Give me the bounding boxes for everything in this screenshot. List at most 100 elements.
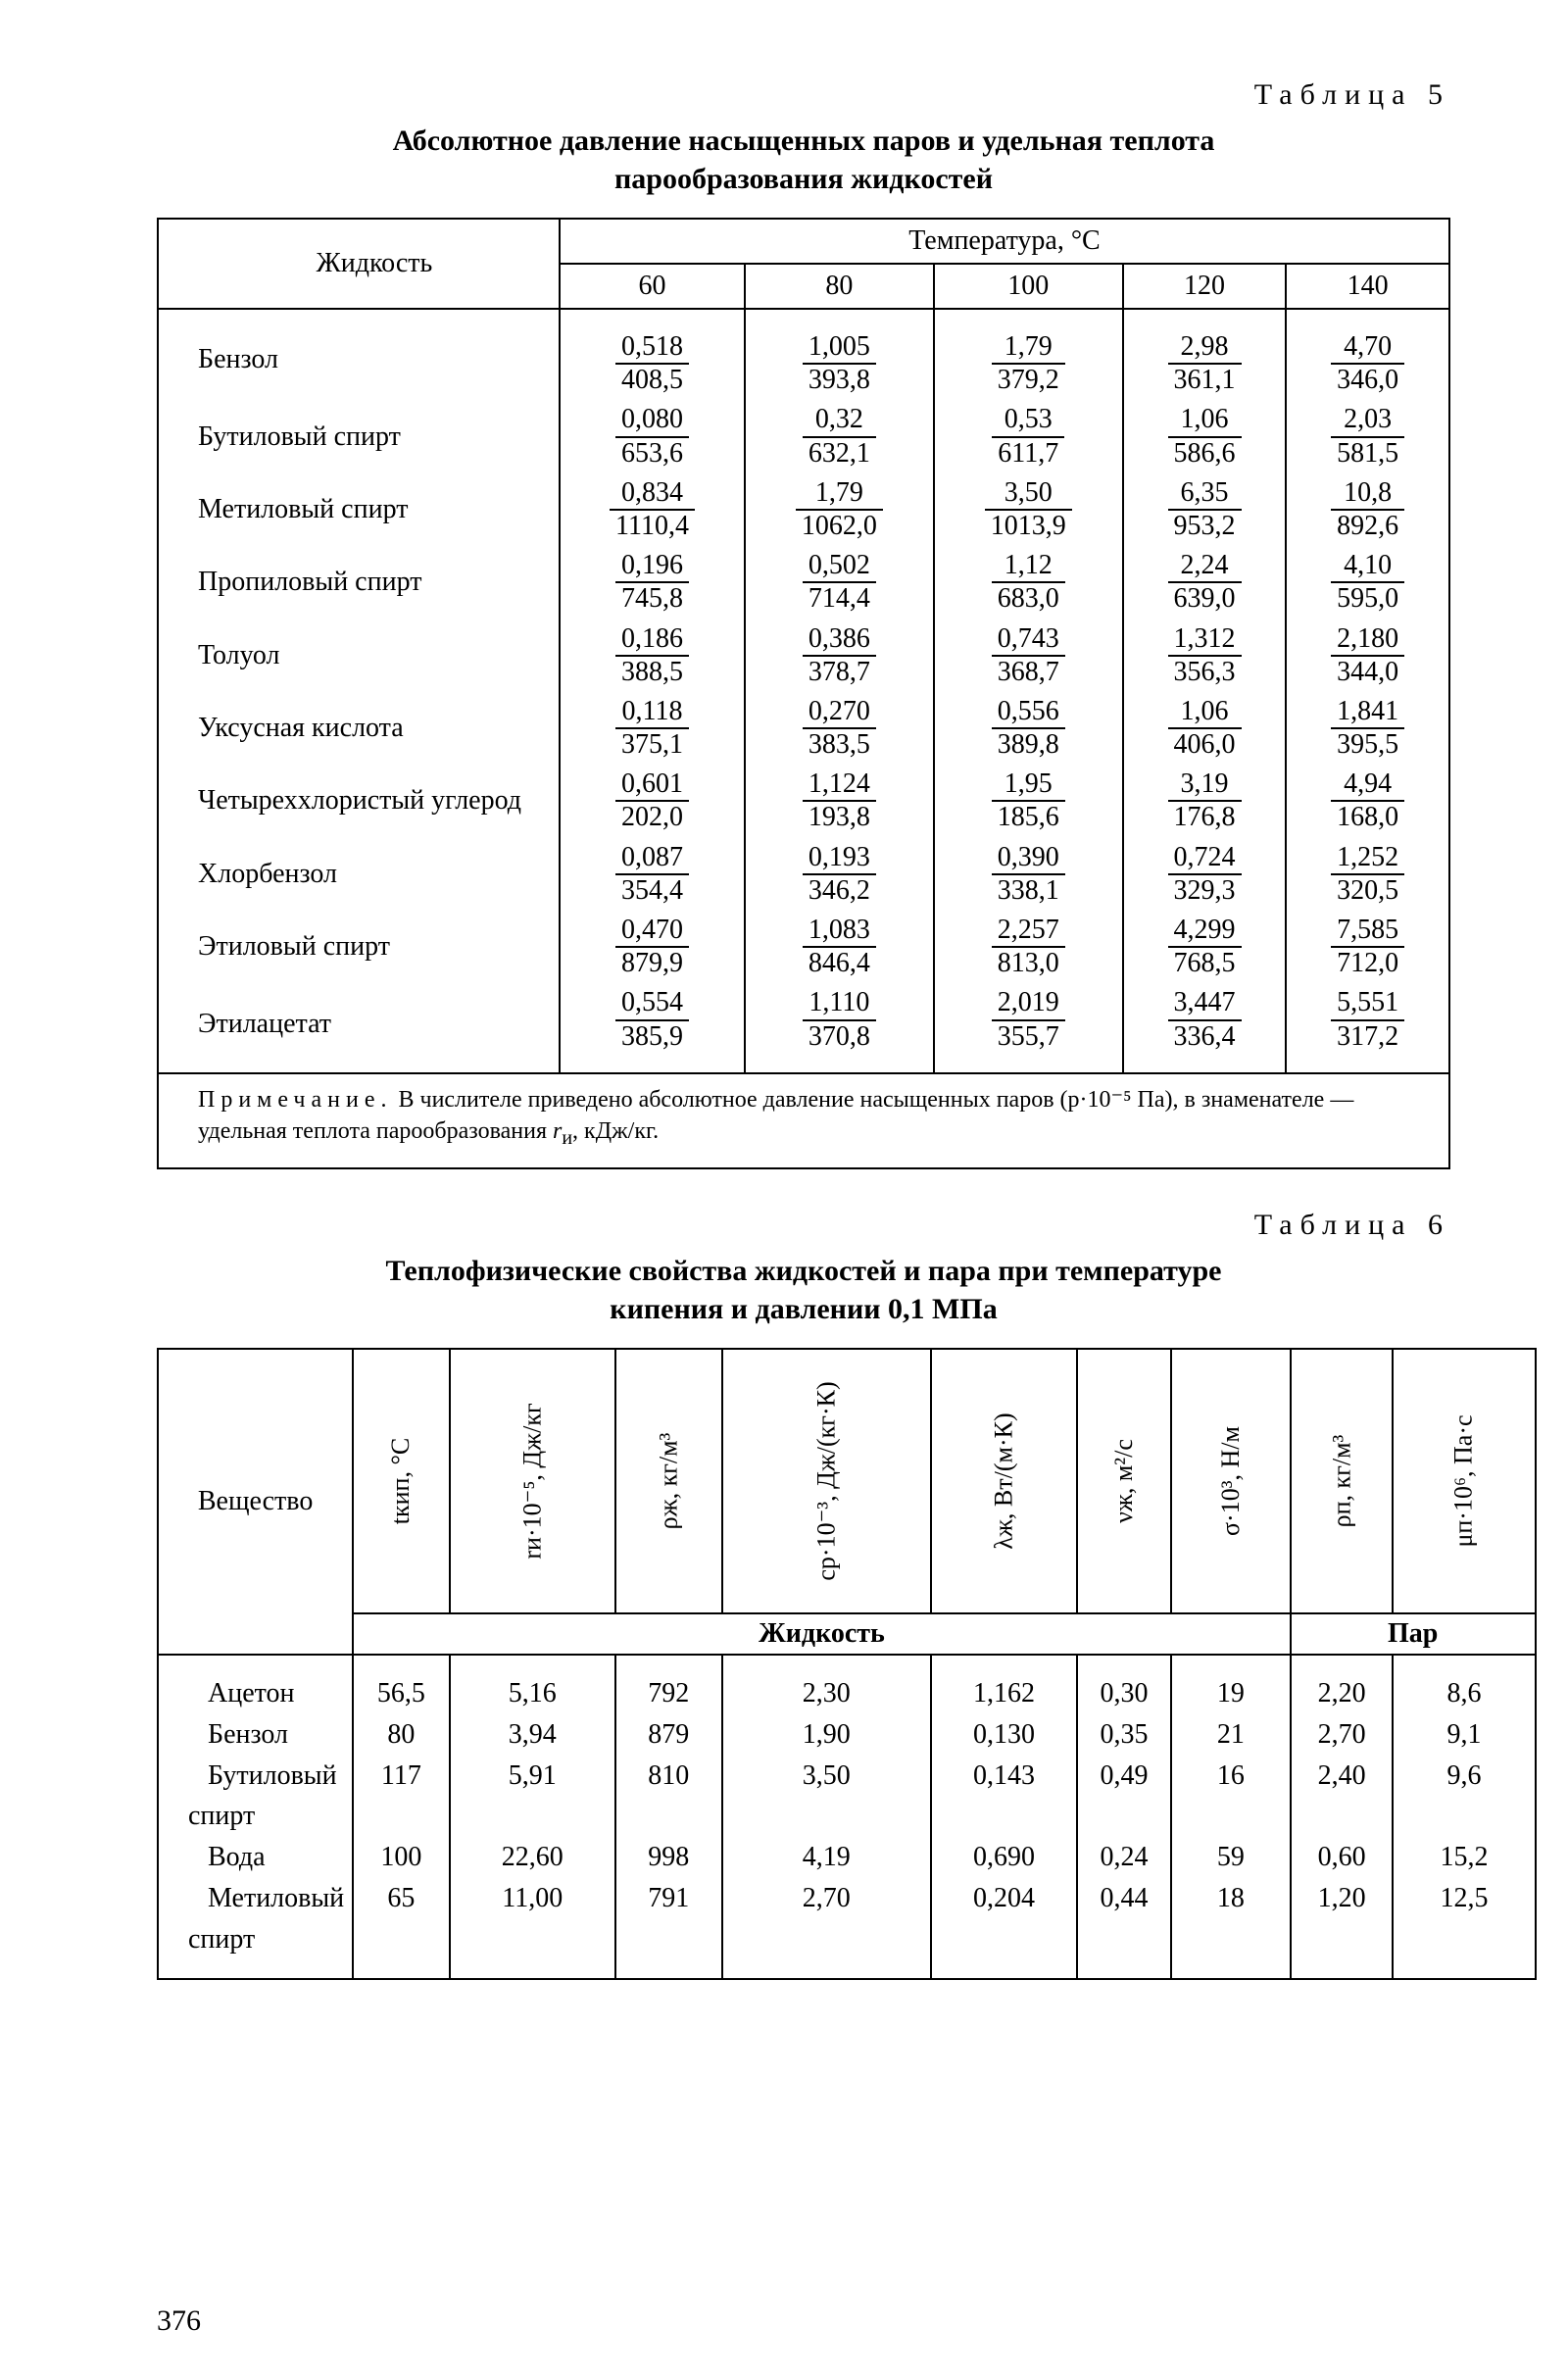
- table6-data-cell: 8,69,19,6 15,212,5: [1393, 1655, 1535, 1979]
- table6-substance-name: спирт: [188, 1798, 344, 1835]
- table5-liquid-name: Уксусная кислота: [158, 692, 560, 765]
- table5-data-cell: 0,087354,4: [560, 838, 745, 911]
- table5-data-cell: 1,06586,6: [1123, 400, 1287, 472]
- table5-data-cell: 0,53611,7: [934, 400, 1123, 472]
- table5-liquid-name: Четыреххлористый уг­лерод: [158, 765, 560, 837]
- table5-data-cell: 0,080653,6: [560, 400, 745, 472]
- table6-substance-cell: АцетонБензолБутиловыйспиртВодаМетиловыйс…: [158, 1655, 353, 1979]
- table6: Вещество tкип, °Crи·10⁻⁵, Дж/кгρж, кг/м³…: [157, 1348, 1537, 1980]
- table6-substance-name: Бутиловый: [188, 1758, 344, 1795]
- table5-liquid-name: Хлорбензол: [158, 838, 560, 911]
- table5-title-line2: парообразования жидкостей: [614, 163, 993, 195]
- table6-data-cell: 0,300,350,49 0,240,44: [1077, 1655, 1171, 1979]
- table5-data-cell: 0,390338,1: [934, 838, 1123, 911]
- table5-data-cell: 2,257813,0: [934, 911, 1123, 983]
- table5-temp-col: 80: [745, 264, 934, 309]
- table5-data-cell: 4,70346,0: [1286, 309, 1449, 400]
- table5-data-cell: 0,196745,8: [560, 546, 745, 619]
- table5-data-cell: 2,019355,7: [934, 983, 1123, 1072]
- page-number: 376: [157, 2304, 201, 2338]
- table5-liquid-name: Пропиловый спирт: [158, 546, 560, 619]
- table5-data-cell: 0,186388,5: [560, 619, 745, 692]
- table5-note: Примечание. В числителе приведено абсолю…: [157, 1074, 1450, 1169]
- table5-data-cell: 2,180344,0: [1286, 619, 1449, 692]
- table5-liquid-name: Метиловый спирт: [158, 473, 560, 546]
- table5-title: Абсолютное давление насыщенных паров и у…: [157, 122, 1450, 198]
- table5-temp-col: 120: [1123, 264, 1287, 309]
- table6-substance-name: Бензол: [188, 1716, 344, 1754]
- table5-data-cell: 2,98361,1: [1123, 309, 1287, 400]
- table6-title: Теплофизические свойства жидкостей и пар…: [157, 1252, 1450, 1328]
- table5-note-label: Примечание.: [198, 1087, 392, 1113]
- table6-col-header: μп·10⁶, Па·с: [1393, 1349, 1535, 1613]
- table5-title-line1: Абсолютное давление насыщенных паров и у…: [393, 124, 1215, 157]
- table5-data-cell: 0,556389,8: [934, 692, 1123, 765]
- table5-data-cell: 0,743368,7: [934, 619, 1123, 692]
- table5-data-cell: 1,124193,8: [745, 765, 934, 837]
- table5-temp-col: 100: [934, 264, 1123, 309]
- table5-temp-col: 140: [1286, 264, 1449, 309]
- table6-data-cell: 2,202,702,40 0,601,20: [1291, 1655, 1394, 1979]
- table5-note-text2: , кДж/кг.: [572, 1118, 659, 1144]
- table5-data-cell: 1,083846,4: [745, 911, 934, 983]
- table6-data-cell: 1,1620,1300,143 0,6900,204: [931, 1655, 1077, 1979]
- table5-data-cell: 0,470879,9: [560, 911, 745, 983]
- table6-col-header: rи·10⁻⁵, Дж/кг: [450, 1349, 615, 1613]
- table5-data-cell: 7,585712,0: [1286, 911, 1449, 983]
- table6-col-header: cр·10⁻³, Дж/(кг·К): [722, 1349, 931, 1613]
- table6-substance-name: Ацетон: [188, 1675, 344, 1712]
- table5-data-cell: 1,12683,0: [934, 546, 1123, 619]
- table5-data-cell: 2,24639,0: [1123, 546, 1287, 619]
- table6-substance-name: Метиловый: [188, 1880, 344, 1917]
- table5-data-cell: 1,791062,0: [745, 473, 934, 546]
- table5-data-cell: 1,95185,6: [934, 765, 1123, 837]
- table6-col-header: ρж, кг/м³: [615, 1349, 722, 1613]
- table5-data-cell: 0,193346,2: [745, 838, 934, 911]
- table5-data-cell: 0,270383,5: [745, 692, 934, 765]
- table5-data-cell: 0,386378,7: [745, 619, 934, 692]
- table6-col-header: λж, Вт/(м·К): [931, 1349, 1077, 1613]
- table5-liquid-name: Этилацетат: [158, 983, 560, 1072]
- table6-title-line2: кипения и давлении 0,1 МПа: [610, 1293, 997, 1325]
- table5-label: Таблица 5: [157, 78, 1450, 112]
- table6-title-line1: Теплофизические свойства жидкостей и пар…: [386, 1255, 1222, 1287]
- table5-data-cell: 4,94168,0: [1286, 765, 1449, 837]
- table6-group-vapor: Пар: [1291, 1613, 1536, 1655]
- table5-data-cell: 1,79379,2: [934, 309, 1123, 400]
- table5-data-cell: 1,110370,8: [745, 983, 934, 1072]
- table5-data-cell: 0,8341110,4: [560, 473, 745, 546]
- table5-liquid-name: Толуол: [158, 619, 560, 692]
- table5-data-cell: 3,447336,4: [1123, 983, 1287, 1072]
- table5-data-cell: 0,601202,0: [560, 765, 745, 837]
- table5-data-cell: 4,10595,0: [1286, 546, 1449, 619]
- table6-col-header: ρп, кг/м³: [1291, 1349, 1394, 1613]
- table6-data-cell: 192116 5918: [1171, 1655, 1291, 1979]
- table6-col-header: tкип, °C: [353, 1349, 449, 1613]
- table6-substance-header: Вещество: [158, 1349, 353, 1655]
- table5-data-cell: 1,841395,5: [1286, 692, 1449, 765]
- table6-data-cell: 2,301,903,50 4,192,70: [722, 1655, 931, 1979]
- table5-liquid-header: Жидкость: [158, 219, 560, 309]
- table6-col-header: σ·10³, Н/м: [1171, 1349, 1291, 1613]
- table5-data-cell: 2,03581,5: [1286, 400, 1449, 472]
- table6-data-cell: 792879810 998791: [615, 1655, 722, 1979]
- table5: Жидкость Температура, °C 6080100120140 Б…: [157, 218, 1450, 1074]
- table5-liquid-name: Этиловый спирт: [158, 911, 560, 983]
- table5-data-cell: 1,06406,0: [1123, 692, 1287, 765]
- table5-data-cell: 0,118375,1: [560, 692, 745, 765]
- table6-data-cell: 5,163,945,91 22,6011,00: [450, 1655, 615, 1979]
- table5-data-cell: 3,501013,9: [934, 473, 1123, 546]
- table5-data-cell: 3,19176,8: [1123, 765, 1287, 837]
- table5-data-cell: 0,554385,9: [560, 983, 745, 1072]
- table5-data-cell: 1,312356,3: [1123, 619, 1287, 692]
- table5-data-cell: 1,005393,8: [745, 309, 934, 400]
- table6-data-cell: 56,580117 10065: [353, 1655, 449, 1979]
- table5-temp-header: Температура, °C: [560, 219, 1449, 264]
- table5-data-cell: 0,518408,5: [560, 309, 745, 400]
- table5-data-cell: 10,8892,6: [1286, 473, 1449, 546]
- table6-substance-name: Вода: [188, 1839, 344, 1876]
- table5-liquid-name: Бутиловый спирт: [158, 400, 560, 472]
- table6-label: Таблица 6: [157, 1209, 1450, 1242]
- table6-col-header: νж, м²/с: [1077, 1349, 1171, 1613]
- table5-data-cell: 0,724329,3: [1123, 838, 1287, 911]
